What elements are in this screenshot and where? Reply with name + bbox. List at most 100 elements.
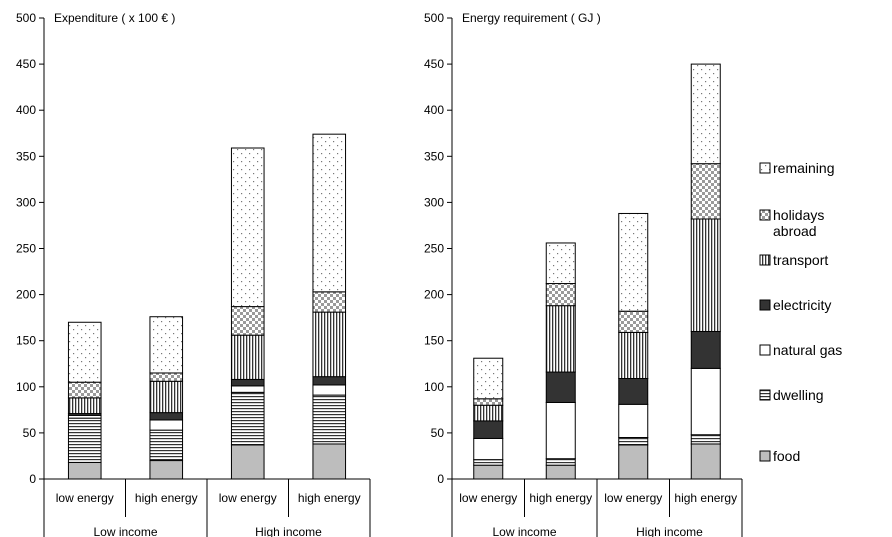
category-label: low energy xyxy=(459,491,517,505)
bar-segment-remaining xyxy=(149,316,184,374)
legend-item-electricity: electricity xyxy=(759,297,831,313)
y-tick-label: 300 xyxy=(424,195,444,209)
bar-segment-natural-gas xyxy=(690,367,721,436)
y-tick-label: 400 xyxy=(424,103,444,117)
category-label: high energy xyxy=(135,491,198,505)
y-tick-label: 150 xyxy=(424,334,444,348)
legend-swatch xyxy=(759,162,771,174)
y-tick-label: 100 xyxy=(424,380,444,394)
bar-segment-transport xyxy=(473,404,504,422)
bar-segment-holidays-abroad xyxy=(230,306,265,336)
bar-segment-transport xyxy=(690,218,721,332)
bar-segment-holidays-abroad xyxy=(149,372,184,382)
category-label: high energy xyxy=(529,491,592,505)
bar-segment-food xyxy=(618,444,649,480)
bar-segment-natural-gas xyxy=(230,385,265,393)
bar-segment-remaining xyxy=(230,147,265,308)
bar-segment-dwelling xyxy=(149,429,184,462)
chart-title: Energy requirement ( GJ ) xyxy=(462,11,601,25)
y-tick-label: 200 xyxy=(424,288,444,302)
legend-swatch xyxy=(759,344,771,356)
bar-segment-dwelling xyxy=(312,394,347,445)
group-label: High income xyxy=(255,525,322,537)
chart-panel-2: 0 50 100 150 200 250 300 350 400 450 500 Energy req… xyxy=(424,11,743,537)
legend-item-dwelling: dwelling xyxy=(759,387,824,403)
bar-segment-transport xyxy=(618,331,649,380)
legend-swatch xyxy=(759,209,771,221)
bar-segment-electricity xyxy=(473,420,504,439)
y-tick-label: 250 xyxy=(424,242,444,256)
bar-segment-natural-gas xyxy=(618,403,649,439)
bar-segment-food xyxy=(67,461,102,480)
legend-item-food: food xyxy=(759,448,800,464)
y-tick-label: 350 xyxy=(16,149,36,163)
bar-segment-dwelling xyxy=(473,459,504,466)
chart-panel-1: 0 50 100 150 200 250 300 350 400 450 500 Expenditur… xyxy=(16,11,371,537)
y-tick-label: 250 xyxy=(16,242,36,256)
legend-label-line2: abroad xyxy=(773,223,817,239)
bar-segment-transport xyxy=(149,380,184,414)
bar-segment-electricity xyxy=(545,371,576,403)
category-label: low energy xyxy=(56,491,114,505)
bar-segment-transport xyxy=(545,305,576,373)
bar-segment-natural-gas xyxy=(545,401,576,460)
bar-segment-holidays-abroad xyxy=(690,163,721,220)
bar-segment-natural-gas xyxy=(312,384,347,396)
legend-swatch xyxy=(759,254,771,266)
bar-segment-transport xyxy=(312,311,347,378)
legend-label: food xyxy=(773,448,800,464)
bar-segment-transport xyxy=(230,334,265,380)
bar-segment-transport xyxy=(67,397,102,415)
bar-segment-remaining xyxy=(545,242,576,285)
y-tick-label: 400 xyxy=(16,103,36,117)
bar-segment-electricity xyxy=(312,376,347,386)
bar-segment-remaining xyxy=(690,63,721,165)
group-label: Low income xyxy=(93,525,157,537)
legend-swatch xyxy=(759,389,771,401)
y-tick-label: 500 xyxy=(16,11,36,25)
bar-segment-electricity xyxy=(149,412,184,421)
y-tick-label: 50 xyxy=(23,426,37,440)
legend-label: holidays xyxy=(773,207,824,223)
bar-segment-food xyxy=(545,464,576,480)
bar-segment-remaining xyxy=(312,133,347,293)
category-label: low energy xyxy=(604,491,662,505)
bar-segment-dwelling xyxy=(230,391,265,446)
category-label: high energy xyxy=(674,491,737,505)
bar-segment-electricity xyxy=(230,378,265,387)
y-tick-label: 150 xyxy=(16,334,36,348)
legend-label: dwelling xyxy=(773,387,824,403)
legend-item-remaining: remaining xyxy=(759,160,834,176)
bar-segment-electricity xyxy=(690,330,721,369)
bar-segment-food xyxy=(312,443,347,480)
bar-segment-holidays-abroad xyxy=(618,310,649,333)
chart-title: Expenditure ( x 100 € ) xyxy=(54,11,175,25)
bar-segment-dwelling xyxy=(67,417,102,463)
y-tick-label: 300 xyxy=(16,195,36,209)
bar-segment-holidays-abroad xyxy=(545,283,576,307)
legend-item-natural-gas: natural gas xyxy=(759,342,842,358)
y-tick-label: 350 xyxy=(424,149,444,163)
legend-item-transport: transport xyxy=(759,252,828,268)
bar-segment-holidays-abroad xyxy=(473,398,504,406)
bar-segment-dwelling xyxy=(545,458,576,466)
y-tick-label: 0 xyxy=(437,472,444,486)
y-tick-label: 50 xyxy=(431,426,445,440)
group-label: Low income xyxy=(492,525,556,537)
legend-swatch xyxy=(759,450,771,462)
y-tick-label: 500 xyxy=(424,11,444,25)
bar-segment-food xyxy=(473,464,504,480)
category-label: high energy xyxy=(298,491,361,505)
bar-segment-remaining xyxy=(473,357,504,400)
bar-segment-food xyxy=(690,443,721,480)
y-tick-label: 0 xyxy=(29,472,36,486)
legend-label: natural gas xyxy=(773,342,842,358)
bar-segment-electricity xyxy=(618,378,649,405)
bar-segment-food xyxy=(149,460,184,480)
category-label: low energy xyxy=(219,491,277,505)
bar-segment-remaining xyxy=(618,212,649,312)
y-tick-label: 450 xyxy=(16,57,36,71)
